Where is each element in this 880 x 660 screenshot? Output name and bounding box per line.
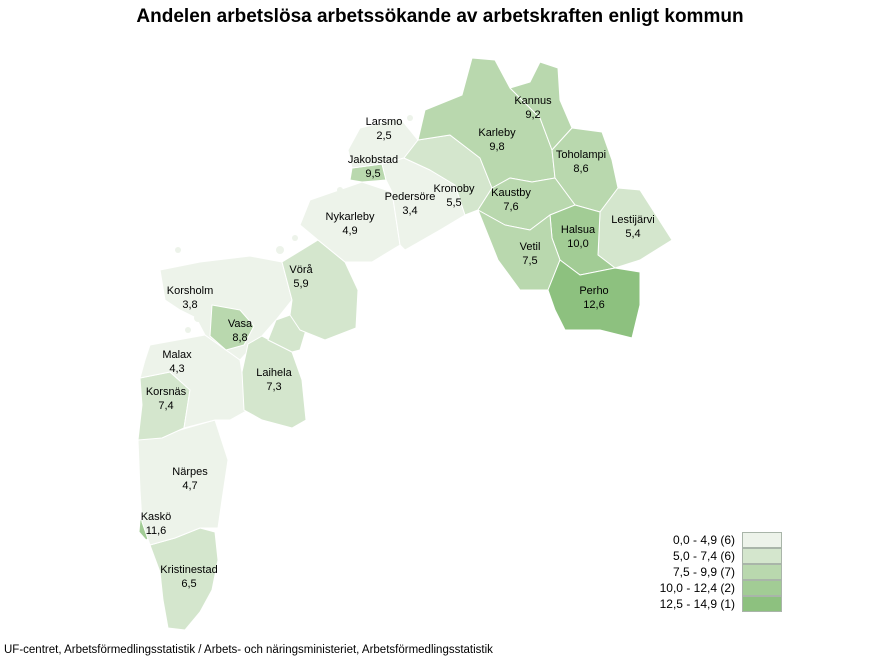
- municipality-value: 3,4: [402, 205, 418, 217]
- municipality-label: Korsnäs 7,4: [146, 385, 186, 413]
- legend-label: 12,5 - 14,9 (1): [659, 597, 735, 611]
- municipality-value: 8,8: [232, 332, 248, 344]
- legend-swatch: [742, 564, 782, 580]
- municipality-label: Kaustby 7,6: [491, 186, 531, 214]
- islet: [407, 115, 413, 121]
- municipality-value: 9,5: [365, 168, 381, 180]
- islet: [292, 235, 298, 241]
- municipality-name: Perho: [579, 285, 609, 297]
- islet: [337, 187, 343, 193]
- municipality-label: Halsua 10,0: [561, 223, 595, 251]
- municipality-name: Toholampi: [555, 149, 607, 161]
- municipality-value: 2,5: [376, 130, 392, 142]
- legend-item: 10,0 - 12,4 (2): [600, 580, 782, 596]
- municipality-name: Korsnäs: [145, 386, 187, 398]
- region-nykarleby[interactable]: [299, 181, 401, 263]
- municipality-name: Vasa: [227, 318, 253, 330]
- municipality-name: Nykarleby: [325, 211, 375, 223]
- source-note: UF-centret, Arbetsförmedlingsstatistik /…: [4, 644, 493, 656]
- municipality-name: Närpes: [172, 466, 208, 478]
- municipality-name: Larsmo: [365, 116, 403, 128]
- legend-item: 5,0 - 7,4 (6): [600, 548, 782, 564]
- municipality-value: 12,6: [583, 299, 605, 311]
- municipality-value: 11,6: [145, 525, 167, 537]
- municipality-name: Kaustby: [491, 187, 531, 199]
- municipality-value: 6,5: [181, 578, 197, 590]
- municipality-name: Kaskö: [140, 511, 172, 523]
- municipality-value: 3,8: [182, 299, 198, 311]
- municipality-label: Malax 4,3: [162, 348, 191, 376]
- legend-swatch: [742, 580, 782, 596]
- municipality-value: 4,9: [342, 225, 358, 237]
- municipality-value: 7,4: [158, 400, 174, 412]
- islet: [276, 246, 284, 254]
- municipality-name: Halsua: [560, 224, 596, 236]
- municipality-label: Närpes 4,7: [172, 465, 207, 493]
- municipality-name: Lestijärvi: [611, 214, 655, 226]
- municipality-value: 9,8: [489, 141, 505, 153]
- municipality-name: Kristinestad: [160, 564, 218, 576]
- legend-label: 10,0 - 12,4 (2): [659, 581, 735, 595]
- region-perho[interactable]: [547, 259, 641, 339]
- legend-swatch: [742, 596, 782, 612]
- municipality-label: Korsholm 3,8: [167, 284, 213, 312]
- municipality-label: Toholampi 8,6: [556, 148, 606, 176]
- municipality-name: Jakobstad: [347, 154, 399, 166]
- municipality-value: 9,2: [525, 109, 541, 121]
- municipality-value: 10,0: [567, 238, 589, 250]
- municipality-value: 5,5: [446, 197, 462, 209]
- municipality-name: Korsholm: [166, 285, 214, 297]
- municipality-value: 4,7: [182, 480, 198, 492]
- municipality-label: Kronoby 5,5: [434, 182, 475, 210]
- legend-label: 5,0 - 7,4 (6): [672, 549, 735, 563]
- municipality-label: Pedersöre 3,4: [385, 190, 436, 218]
- legend-item: 0,0 - 4,9 (6): [600, 532, 782, 548]
- municipality-label: Kristinestad 6,5: [160, 563, 217, 591]
- municipality-name: Malax: [162, 349, 192, 361]
- islet: [175, 247, 181, 253]
- municipality-name: Pedersöre: [384, 191, 436, 203]
- islet: [201, 293, 211, 303]
- municipality-label: Larsmo 2,5: [366, 115, 403, 143]
- municipality-value: 8,6: [573, 163, 589, 175]
- municipality-label: Kannus 9,2: [514, 94, 551, 122]
- legend-item: 12,5 - 14,9 (1): [600, 596, 782, 612]
- region-vasa[interactable]: [209, 304, 255, 351]
- region-vetil[interactable]: [477, 209, 561, 291]
- municipality-label: Vasa 8,8: [228, 317, 252, 345]
- municipality-name: Vetil: [519, 241, 541, 253]
- legend-label: 0,0 - 4,9 (6): [672, 533, 735, 547]
- municipality-label: Vörå 5,9: [289, 263, 312, 291]
- legend-label: 7,5 - 9,9 (7): [672, 565, 735, 579]
- municipality-value: 5,4: [625, 228, 641, 240]
- municipality-name: Vörå: [289, 264, 313, 276]
- municipality-label: Laihela 7,3: [256, 366, 291, 394]
- municipality-label: Lestijärvi 5,4: [611, 213, 654, 241]
- municipality-name: Laihela: [256, 367, 292, 379]
- islet: [194, 314, 202, 322]
- municipality-value: 7,3: [266, 381, 282, 393]
- legend-item: 7,5 - 9,9 (7): [600, 564, 782, 580]
- municipality-label: Jakobstad 9,5: [348, 153, 398, 181]
- map-title: Andelen arbetslösa arbetssökande av arbe…: [136, 6, 744, 27]
- municipality-value: 4,3: [169, 363, 185, 375]
- municipality-name: Kannus: [514, 95, 552, 107]
- municipality-label: Karleby 9,8: [478, 126, 515, 154]
- municipality-value: 7,5: [522, 255, 538, 267]
- municipality-label: Nykarleby 4,9: [326, 210, 375, 238]
- municipality-label: Vetil 7,5: [520, 240, 541, 268]
- legend-swatch: [742, 532, 782, 548]
- municipality-value: 5,9: [293, 278, 309, 290]
- legend-swatch: [742, 548, 782, 564]
- municipality-name: Karleby: [478, 127, 516, 139]
- municipality-label: Kaskö 11,6: [141, 510, 172, 538]
- municipality-value: 7,6: [503, 201, 519, 213]
- municipality-label: Perho 12,6: [579, 284, 608, 312]
- islet: [185, 327, 191, 333]
- region-kannus[interactable]: [509, 61, 573, 151]
- municipality-name: Kronoby: [433, 183, 475, 195]
